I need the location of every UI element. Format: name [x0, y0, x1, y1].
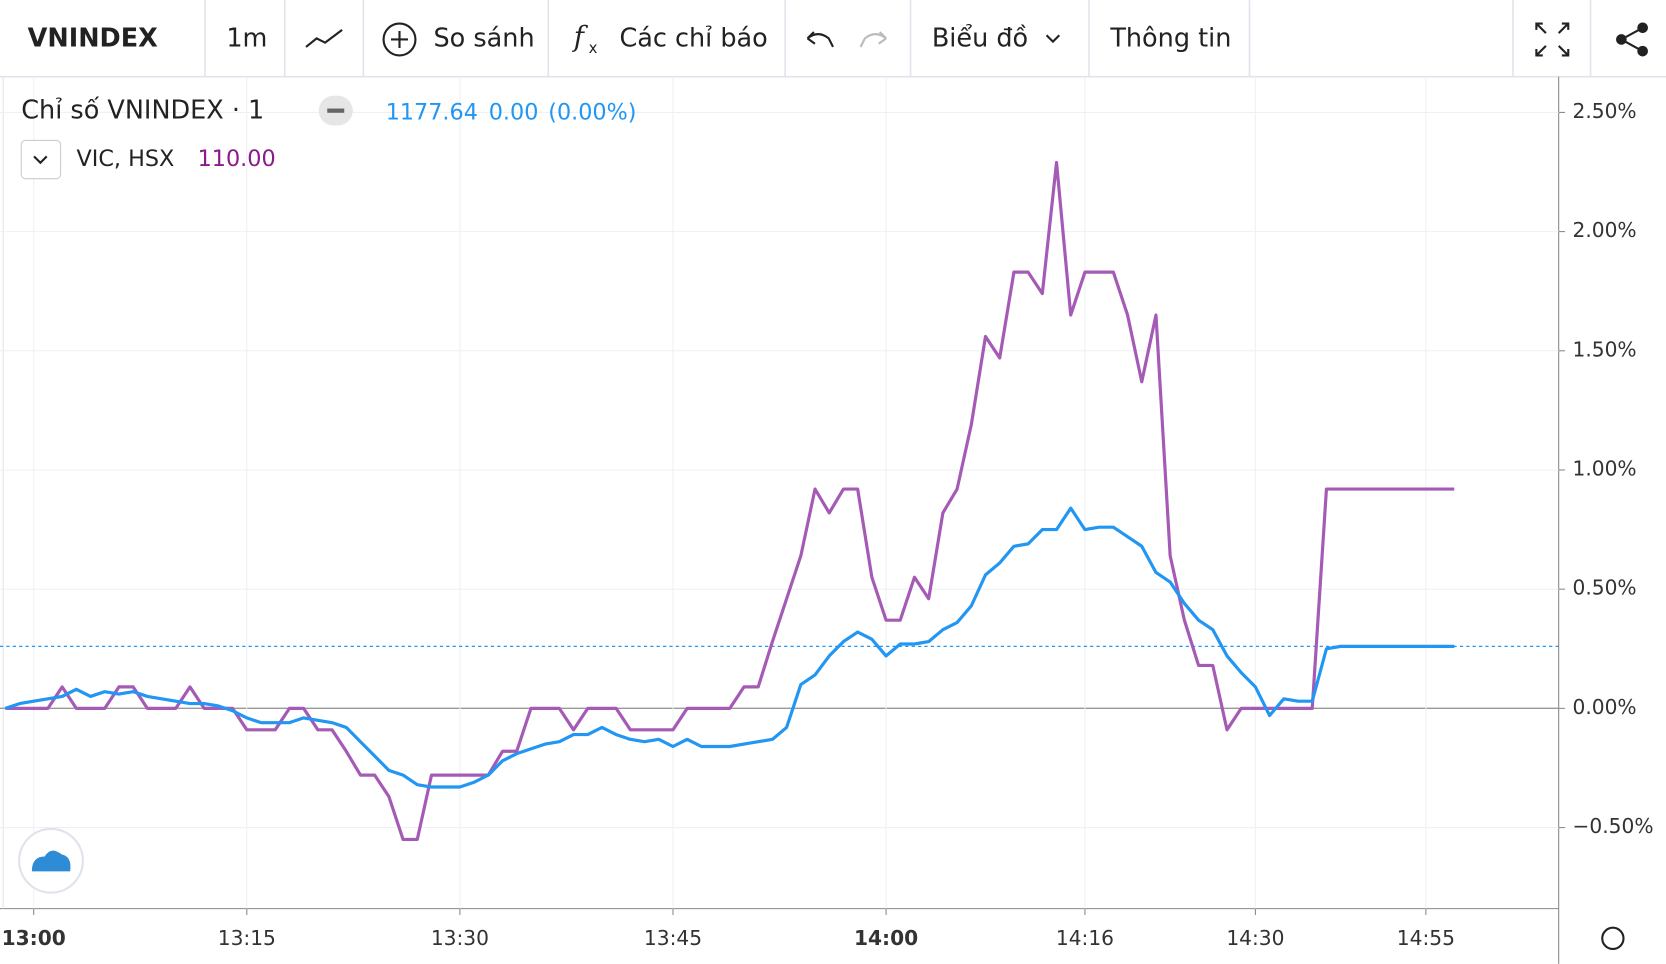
- hide-button-icon: [327, 108, 345, 113]
- redo-icon[interactable]: [859, 31, 887, 48]
- indicators-button[interactable]: Các chỉ báo: [619, 23, 767, 53]
- y-tick-label: 0.00%: [1573, 695, 1637, 719]
- compare-icon[interactable]: [382, 22, 417, 57]
- share-icon[interactable]: [1616, 22, 1648, 57]
- chart-menu-caret: [1045, 34, 1061, 44]
- chart-menu[interactable]: Biểu đồ: [932, 23, 1028, 53]
- y-tick-label: −0.50%: [1573, 814, 1654, 838]
- settings-icon[interactable]: [1601, 926, 1625, 951]
- series-line: [5, 160, 1455, 842]
- x-tick-label: 13:45: [644, 926, 702, 950]
- x-tick-label: 13:00: [2, 926, 66, 950]
- x-tick-label: 14:16: [1056, 926, 1114, 950]
- series-line: [4, 506, 1455, 789]
- indicator-icon-sub: x: [589, 39, 598, 57]
- main-change: 0.00: [489, 99, 539, 125]
- y-tick-label: 1.50%: [1573, 337, 1637, 361]
- x-tick-label: 13:30: [431, 926, 489, 950]
- compare-button[interactable]: So sánh: [434, 23, 535, 53]
- chart-style-icon[interactable]: [305, 29, 343, 48]
- undo-icon[interactable]: [806, 31, 834, 48]
- logo: [31, 850, 71, 872]
- x-tick-label: 14:30: [1226, 926, 1284, 950]
- indicator-icon[interactable]: f: [572, 20, 589, 53]
- y-tick-label: 2.00%: [1573, 218, 1637, 242]
- y-tick-label: 1.00%: [1573, 456, 1637, 480]
- share-lines: [1619, 26, 1644, 53]
- x-tick-label: 13:15: [218, 926, 276, 950]
- interval[interactable]: 1m: [226, 23, 267, 53]
- main-series-name: Chỉ số VNINDEX · 1: [21, 96, 264, 126]
- main-change-pct: (0.00%): [548, 99, 636, 125]
- symbol[interactable]: VNINDEX: [28, 23, 158, 53]
- vic-series-name: VIC, HSX: [77, 146, 175, 172]
- main-last: 1177.64: [386, 99, 478, 125]
- collapse-icon: [33, 155, 48, 165]
- fullscreen-icon[interactable]: [1535, 22, 1570, 57]
- x-tick-label: 14:00: [854, 926, 918, 950]
- y-tick-label: 2.50%: [1573, 99, 1637, 123]
- plot-area: [0, 76, 1559, 909]
- compare-icon-plus: [391, 30, 408, 48]
- collapse-button[interactable]: [20, 139, 62, 180]
- vic-last: 110.00: [198, 146, 276, 172]
- y-tick-label: 0.50%: [1573, 576, 1637, 600]
- x-tick-label: 14:55: [1397, 926, 1455, 950]
- toolbar: [0, 0, 1666, 78]
- info-button[interactable]: Thông tin: [1109, 23, 1231, 53]
